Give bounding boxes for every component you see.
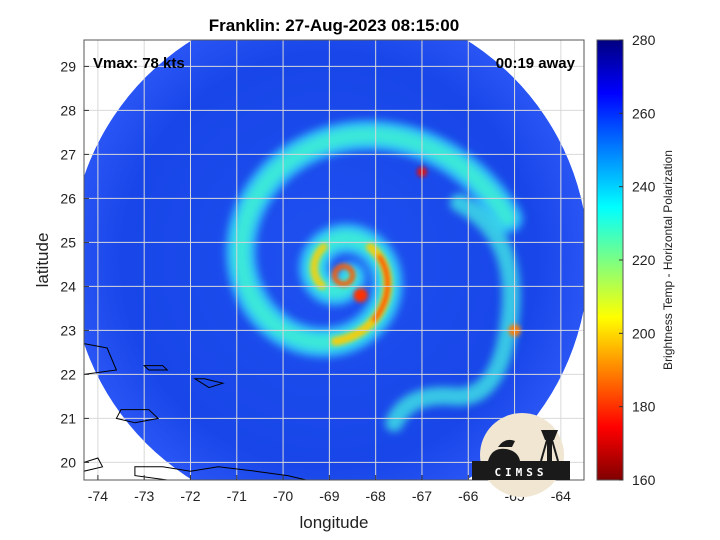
colorbar-tick-label: 280 (632, 32, 656, 48)
colorbar-tick-label: 220 (632, 252, 656, 268)
chart-title: Franklin: 27-Aug-2023 08:15:00 (209, 16, 459, 35)
y-axis: 29 28 27 26 25 24 23 22 21 20 (60, 58, 89, 470)
colorbar-label: Brightness Temp - Horizontal Polarizatio… (661, 150, 675, 370)
x-tick-label: -74 (88, 488, 108, 504)
y-tick-label: 24 (60, 278, 76, 294)
y-axis-label: latitude (33, 233, 52, 288)
y-tick-label: 29 (60, 58, 76, 74)
x-tick-label: -64 (551, 488, 571, 504)
x-axis-label: longitude (299, 513, 368, 532)
colorbar (596, 39, 624, 481)
y-tick-label: 21 (60, 410, 76, 426)
coastline (193, 378, 225, 389)
colorbar-tick-label: 240 (632, 179, 656, 195)
time-offset-label: 00:19 away (496, 55, 576, 72)
y-tick-label: 25 (60, 234, 76, 250)
coastline (84, 343, 118, 375)
y-tick-label: 20 (60, 454, 76, 470)
coastline (84, 457, 104, 472)
x-tick-label: -68 (366, 488, 386, 504)
coastline (142, 365, 169, 371)
colorbar-tick-label: 160 (632, 472, 656, 488)
y-tick-label: 28 (60, 102, 76, 118)
logo-text: CIMSS (494, 466, 547, 479)
cimss-logo: CIMSS (472, 413, 570, 497)
colorbar-tick-label: 200 (632, 325, 656, 341)
colorbar-tick-label: 260 (632, 105, 656, 121)
y-tick-label: 22 (60, 366, 76, 382)
eyewall (332, 263, 356, 287)
y-tick-label: 27 (60, 146, 76, 162)
y-tick-label: 23 (60, 322, 76, 338)
x-tick-label: -66 (458, 488, 478, 504)
convective-core-south (353, 288, 368, 303)
x-tick-label: -72 (180, 488, 200, 504)
coastline (115, 409, 160, 424)
y-tick-label: 26 (60, 190, 76, 206)
coastlines (84, 343, 307, 480)
x-tick-label: -69 (319, 488, 339, 504)
x-tick-label: -73 (134, 488, 154, 504)
colorbar-ticks: 280 260 240 220 200 180 160 (619, 32, 656, 488)
x-tick-label: -67 (412, 488, 432, 504)
vmax-label: Vmax: 78 kts (93, 55, 185, 72)
convective-core-west (310, 242, 328, 290)
coastline (134, 466, 307, 480)
plot-frame (83, 39, 585, 481)
colorbar-tick-label: 180 (632, 399, 656, 415)
x-tick-label: -71 (227, 488, 247, 504)
x-tick-label: -70 (273, 488, 293, 504)
